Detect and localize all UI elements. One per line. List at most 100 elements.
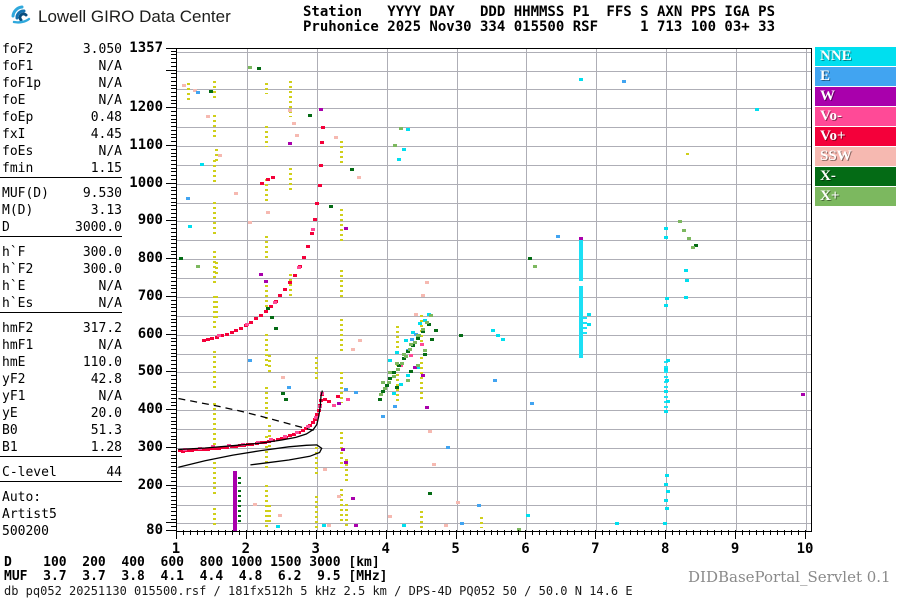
echo-point-x xyxy=(387,381,392,385)
echo-point-x xyxy=(405,379,410,383)
rfi-noise-column xyxy=(339,269,343,298)
echo-point-vo xyxy=(295,431,300,435)
y-axis-tick xyxy=(171,269,176,271)
echo-point-x xyxy=(381,380,386,384)
y-axis-label: 700 xyxy=(137,287,163,304)
y-axis-tick xyxy=(171,77,176,79)
param-label: fmin xyxy=(2,161,34,176)
y-axis-tick xyxy=(166,220,176,222)
echo-point-x xyxy=(388,371,393,375)
echo-point-nne xyxy=(664,379,669,383)
x-axis-tick xyxy=(413,530,415,535)
echo-point-x xyxy=(284,397,289,401)
x-axis-tick xyxy=(679,530,681,535)
echo-point-x xyxy=(248,66,253,70)
param-divider xyxy=(0,481,122,482)
echo-point-nne xyxy=(416,365,421,369)
x-axis-tick xyxy=(301,530,303,535)
x-axis-tick xyxy=(427,530,429,535)
echo-point-vo xyxy=(189,448,194,452)
gridline-horizontal xyxy=(177,353,811,355)
legend-item-nne: NNE xyxy=(815,47,896,66)
y-axis-tick xyxy=(171,190,176,192)
y-axis-tick xyxy=(171,277,176,279)
rfi-noise-column xyxy=(264,386,268,419)
echo-point-x xyxy=(377,397,382,401)
echo-point-w xyxy=(353,524,358,528)
rfi-noise-column xyxy=(212,115,216,140)
param-value: 3.13 xyxy=(90,203,122,218)
muf-row: MUF 3.7 3.7 3.8 4.1 4.4 4.8 6.2 9.5 [MHz… xyxy=(4,569,388,584)
echo-point-ssw xyxy=(421,294,425,298)
y-axis-tick xyxy=(171,65,176,67)
rfi-noise-column xyxy=(215,262,219,276)
rfi-noise-column xyxy=(344,503,348,527)
echo-point-w xyxy=(258,273,263,277)
x-axis-tick xyxy=(511,530,513,535)
x-axis-tick xyxy=(784,530,786,535)
echo-point-vo xyxy=(268,305,273,309)
param-label: MUF(D) xyxy=(2,186,49,201)
echo-point-vo xyxy=(269,438,274,442)
x-axis-tick xyxy=(273,530,275,535)
param-value: 317.2 xyxy=(82,321,122,336)
echo-point-w xyxy=(578,237,583,241)
y-axis-tick xyxy=(171,397,176,399)
es-x-bar-column xyxy=(237,476,241,488)
param-label: B1 xyxy=(2,440,18,455)
gridline-vertical xyxy=(456,49,458,531)
x-axis-label: 2 xyxy=(241,541,251,557)
echo-point-x xyxy=(532,265,537,269)
echo-point-vo xyxy=(409,354,414,358)
echo-point-x xyxy=(425,320,430,324)
echo-point-nne xyxy=(398,382,403,386)
param-label: yF2 xyxy=(2,372,26,387)
echo-point-ssw xyxy=(288,109,293,113)
y-axis-tick xyxy=(171,54,176,56)
echo-point-e xyxy=(622,80,627,84)
rfi-noise-column xyxy=(212,402,216,449)
echo-point-vo xyxy=(229,445,234,449)
echo-point-nne xyxy=(664,368,669,372)
param-value: N/A xyxy=(98,389,122,404)
echo-point-vo xyxy=(258,313,263,317)
y-axis-tick xyxy=(171,212,176,214)
echo-point-x xyxy=(527,257,532,261)
y-axis-tick xyxy=(166,484,176,486)
echo-point-vo xyxy=(283,288,288,292)
y-axis-label: 80 xyxy=(146,522,163,538)
rfi-noise-column xyxy=(339,488,343,525)
y-axis-label: 1000 xyxy=(129,174,163,191)
logo-text: Lowell GIRO Data Center xyxy=(38,7,231,26)
echo-point-vo xyxy=(239,326,244,330)
y-axis-tick xyxy=(171,246,176,248)
y-axis-tick xyxy=(166,69,176,71)
param-row: hmF1 N/A xyxy=(2,338,122,354)
y-axis-tick xyxy=(171,61,176,63)
gridline-horizontal xyxy=(177,183,811,185)
echo-point-vo xyxy=(346,397,351,401)
profile-lines xyxy=(178,390,324,468)
echo-point-vo xyxy=(320,141,325,145)
y-axis-tick xyxy=(171,314,176,316)
echo-point-ssw xyxy=(388,514,393,518)
echo-point-vo xyxy=(256,440,261,444)
echo-point-vo xyxy=(199,448,204,452)
echo-point-vo xyxy=(283,434,288,438)
echo-point-ssw xyxy=(432,462,437,466)
param-row: fxI 4.45 xyxy=(2,127,122,143)
y-axis-tick xyxy=(171,209,176,211)
echo-point-vo xyxy=(293,273,298,277)
gridline-horizontal xyxy=(177,296,811,298)
y-axis-tick xyxy=(171,450,176,452)
rfi-noise-column xyxy=(395,364,399,404)
y-axis-tick xyxy=(166,409,176,411)
x-axis-label: 1 xyxy=(171,541,181,557)
echo-point-x xyxy=(690,246,695,250)
rfi-noise-column xyxy=(264,333,268,366)
echo-point-nne xyxy=(664,507,669,511)
echo-point-nne xyxy=(397,158,402,162)
x-axis-tick xyxy=(574,530,576,535)
param-divider xyxy=(0,177,122,178)
echo-point-vo xyxy=(306,425,311,429)
